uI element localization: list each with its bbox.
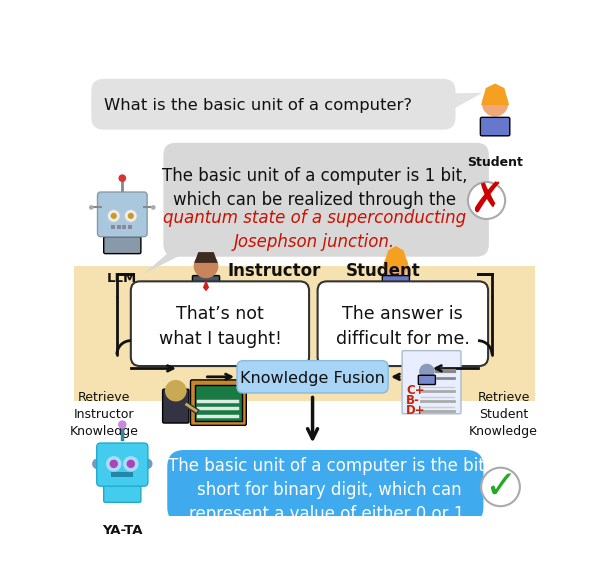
Text: Retrieve
Student
Knowledge: Retrieve Student Knowledge (469, 392, 538, 438)
Circle shape (468, 182, 505, 219)
Polygon shape (203, 280, 209, 291)
Text: Knowledge Fusion: Knowledge Fusion (240, 371, 385, 386)
Bar (128, 225, 132, 229)
Circle shape (127, 459, 135, 468)
Circle shape (482, 90, 508, 117)
Text: LLM: LLM (107, 272, 137, 285)
Circle shape (118, 175, 126, 182)
FancyBboxPatch shape (191, 380, 247, 425)
Text: What is the basic unit of a computer?: What is the basic unit of a computer? (104, 97, 412, 113)
Circle shape (106, 456, 122, 472)
Text: Student: Student (467, 156, 523, 169)
FancyBboxPatch shape (168, 450, 484, 524)
Circle shape (123, 456, 138, 472)
Circle shape (92, 458, 103, 469)
Circle shape (118, 420, 127, 429)
FancyBboxPatch shape (402, 351, 461, 414)
Text: Student: Student (346, 262, 420, 280)
FancyBboxPatch shape (481, 117, 510, 136)
Circle shape (165, 380, 187, 401)
FancyBboxPatch shape (318, 281, 488, 366)
Polygon shape (383, 246, 409, 267)
Polygon shape (448, 93, 483, 112)
FancyBboxPatch shape (192, 276, 220, 292)
Circle shape (384, 253, 408, 278)
FancyBboxPatch shape (163, 143, 489, 257)
Text: The answer is
difficult for me.: The answer is difficult for me. (336, 305, 470, 348)
Circle shape (419, 364, 435, 379)
Text: C+: C+ (406, 384, 425, 397)
FancyBboxPatch shape (104, 484, 141, 502)
FancyBboxPatch shape (383, 276, 409, 292)
Polygon shape (144, 249, 193, 274)
FancyBboxPatch shape (91, 79, 456, 130)
Bar (112, 472, 133, 477)
Bar (122, 225, 126, 229)
Bar (112, 225, 115, 229)
FancyBboxPatch shape (237, 361, 388, 393)
Circle shape (128, 213, 134, 219)
FancyBboxPatch shape (97, 443, 148, 486)
FancyBboxPatch shape (418, 375, 435, 385)
Circle shape (194, 253, 219, 278)
Circle shape (125, 210, 137, 222)
Circle shape (89, 205, 94, 210)
Text: The basic unit of a computer is the bit,
short for binary digit, which can
repre: The basic unit of a computer is the bit,… (168, 456, 490, 523)
Polygon shape (194, 252, 217, 263)
FancyBboxPatch shape (163, 389, 189, 423)
Circle shape (109, 459, 118, 468)
Bar (117, 225, 121, 229)
Circle shape (110, 213, 117, 219)
Bar (74, 70, 535, 266)
FancyBboxPatch shape (131, 281, 309, 366)
Text: That’s not
what I taught!: That’s not what I taught! (159, 305, 282, 348)
FancyBboxPatch shape (104, 237, 141, 253)
Text: The basic unit of a computer is 1 bit,
which can be realized through the: The basic unit of a computer is 1 bit, w… (162, 168, 467, 209)
Text: Retrieve
Instructor
Knowledge: Retrieve Instructor Knowledge (69, 392, 138, 438)
Bar (74, 266, 535, 401)
Polygon shape (160, 518, 210, 545)
Text: D+: D+ (406, 404, 425, 417)
Text: quantum state of a superconducting
Josephson junction.: quantum state of a superconducting Josep… (163, 209, 466, 251)
Circle shape (481, 467, 520, 506)
Circle shape (142, 458, 153, 469)
Text: YA-TA: YA-TA (102, 524, 143, 537)
Circle shape (108, 210, 120, 222)
FancyBboxPatch shape (195, 385, 242, 420)
Text: B-: B- (406, 394, 420, 407)
Text: ✗: ✗ (469, 179, 504, 222)
Text: Instructor: Instructor (228, 262, 321, 280)
Bar (74, 401, 535, 516)
FancyBboxPatch shape (97, 192, 147, 237)
Text: ✓: ✓ (484, 468, 517, 506)
Polygon shape (481, 84, 509, 105)
Circle shape (151, 205, 156, 210)
